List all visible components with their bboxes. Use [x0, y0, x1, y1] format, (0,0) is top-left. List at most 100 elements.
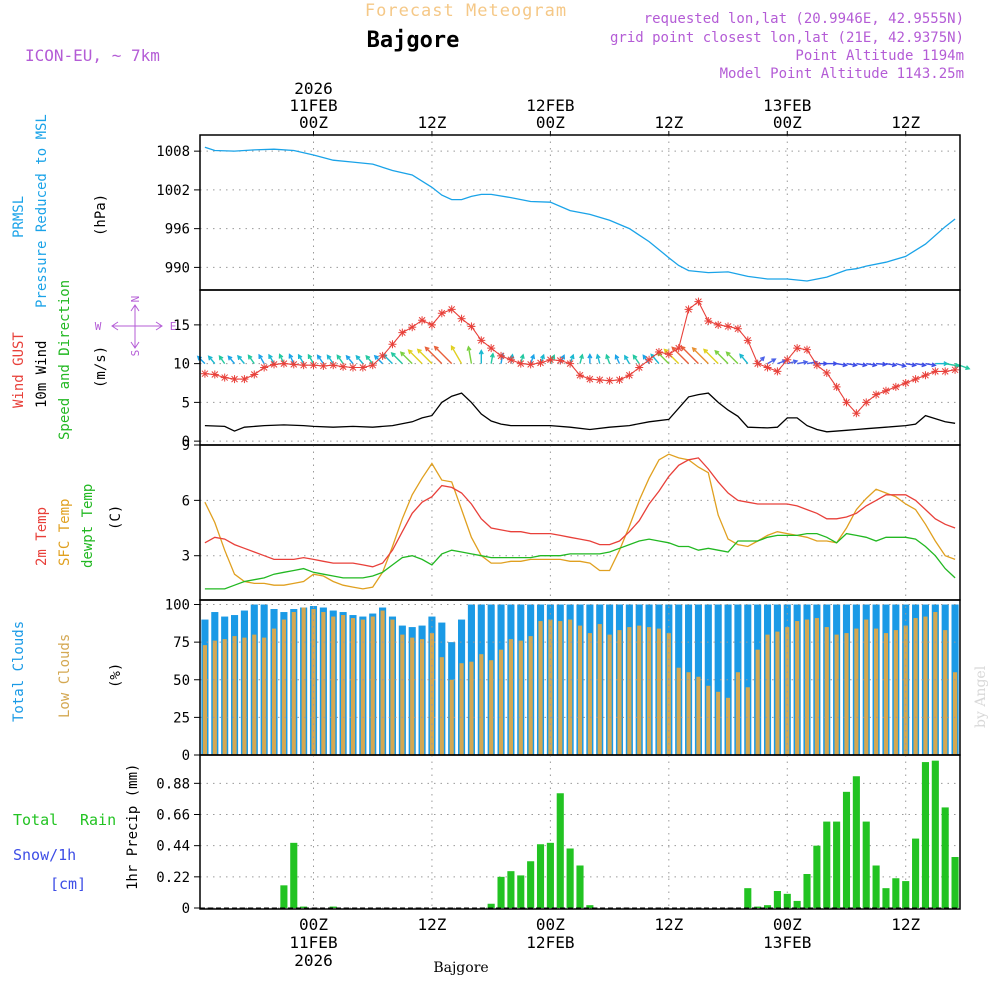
- wind-arrow: [433, 345, 453, 365]
- low-cloud-bar: [943, 630, 948, 755]
- wind-unit: (m/s): [93, 346, 109, 388]
- precip-bars: [280, 760, 959, 908]
- wind-gust-marker: [635, 363, 644, 372]
- wind-gust-marker: [812, 361, 821, 370]
- wind-arrow: [399, 351, 413, 365]
- precip-bar: [951, 857, 959, 908]
- wind-arrow: [529, 353, 536, 364]
- y-tick-label: 996: [165, 222, 190, 238]
- wind-gust-marker: [911, 375, 920, 384]
- low-cloud-bar: [301, 607, 306, 755]
- wind-gust-marker: [339, 362, 348, 371]
- low-cloud-bar: [518, 640, 523, 755]
- wind-arrow: [650, 353, 660, 365]
- low-cloud-bar: [795, 621, 800, 755]
- low-cloud-bar: [212, 640, 217, 755]
- wind-arrow: [297, 353, 305, 364]
- wind-gust-marker: [418, 316, 427, 325]
- precip-bar: [536, 844, 545, 908]
- precip-label-rain: Rain: [80, 811, 116, 829]
- wind-gust-marker: [803, 345, 812, 354]
- wind-gust-marker: [536, 358, 545, 367]
- wind-arrow: [559, 354, 566, 364]
- low-cloud-bar: [844, 633, 849, 755]
- dewpoint-temp-line: [204, 532, 956, 590]
- low-cloud-bar: [725, 697, 731, 755]
- low-cloud-bar: [893, 630, 898, 755]
- low-cloud-bar: [202, 645, 208, 755]
- precip-bar: [546, 842, 554, 908]
- low-cloud-bar: [439, 657, 444, 755]
- y-tick-label: 0: [182, 748, 190, 764]
- y-tick-label: 0: [182, 434, 190, 450]
- wind-panel: 0 5 10 15 Wind GUST 10m Wind Speed and Dire…: [11, 280, 971, 450]
- compass-west-label: W: [95, 320, 102, 333]
- wind-gust-marker: [329, 361, 338, 370]
- wind-arrow: [787, 359, 799, 365]
- wind-gust-marker: [566, 359, 575, 368]
- precip-bar: [803, 874, 811, 908]
- low-cloud-bar: [410, 637, 415, 755]
- precip-bar: [882, 888, 890, 908]
- wind-gust-marker: [881, 386, 890, 395]
- model-label: ICON-EU, ~ 7km: [25, 46, 160, 65]
- precip-y-ticks: 0 0.22 0.44 0.66 0.88: [156, 776, 200, 917]
- wind-label-gust: Wind GUST: [11, 332, 27, 408]
- wind-gust-marker: [605, 376, 614, 385]
- precip-bar: [793, 900, 801, 908]
- low-cloud-bar: [459, 663, 464, 755]
- top-axis-label: 00Z: [536, 113, 565, 132]
- wind-arrow: [614, 354, 621, 364]
- wind-gust-marker: [654, 348, 663, 356]
- compass-south-label: S: [129, 350, 142, 357]
- precip-bar: [507, 871, 515, 908]
- wind-gust-marker: [763, 363, 772, 372]
- wind-arrow: [605, 353, 611, 364]
- low-cloud-bar: [864, 619, 869, 755]
- wind-gust-marker: [556, 356, 565, 365]
- wind-gust-marker: [240, 375, 249, 384]
- low-cloud-bar: [824, 627, 829, 755]
- wind-arrow: [632, 354, 640, 365]
- wind-arrow: [196, 355, 206, 365]
- pressure-label-msl: Pressure Reduced to MSL: [34, 114, 50, 308]
- wind-gust-marker: [516, 359, 525, 368]
- precip-bar: [517, 875, 525, 908]
- wind-arrow: [326, 354, 334, 365]
- wind-arrow: [876, 361, 888, 367]
- point-altitude: Point Altitude 1194m: [795, 48, 964, 64]
- wind-arrow: [237, 354, 245, 365]
- wind-gust-marker: [684, 305, 693, 314]
- wind-gust-marker: [546, 355, 555, 364]
- wind-gust-marker: [921, 371, 930, 380]
- wind-arrow: [390, 351, 403, 365]
- y-tick-label: 25: [173, 710, 190, 726]
- low-cloud-bar: [952, 672, 958, 755]
- low-cloud-bar: [498, 649, 504, 755]
- precip-bar: [912, 838, 920, 908]
- precip-bar: [754, 906, 762, 908]
- wind-gust-marker: [822, 368, 831, 377]
- chart-title: Forecast Meteogram: [365, 1, 567, 21]
- wind-arrow: [336, 354, 344, 365]
- wind-arrow: [595, 353, 601, 364]
- precip-label-cm: [cm]: [50, 875, 86, 893]
- wind-gust-marker: [477, 336, 486, 345]
- wind-gust-marker: [743, 336, 752, 345]
- total-cloud-bar: [744, 604, 752, 755]
- wind-gust-marker: [832, 382, 841, 391]
- wind-arrow: [489, 352, 495, 364]
- y-tick-label: 1002: [156, 183, 190, 199]
- low-cloud-bar: [380, 610, 385, 755]
- wind-arrow: [416, 348, 433, 365]
- temperature-y-ticks: 3 6 9: [182, 438, 200, 565]
- low-cloud-bar: [637, 625, 642, 755]
- temp-unit: (C): [108, 505, 124, 530]
- top-axis-label: 13FEB: [763, 96, 811, 115]
- wind-arrow: [278, 353, 285, 364]
- wind-gust-marker: [724, 322, 733, 331]
- wind-gust-marker: [753, 359, 762, 368]
- y-tick-label: 1008: [156, 144, 190, 160]
- low-cloud-bar: [883, 633, 889, 755]
- pressure-y-ticks: 990 996 1002 1008: [156, 144, 200, 276]
